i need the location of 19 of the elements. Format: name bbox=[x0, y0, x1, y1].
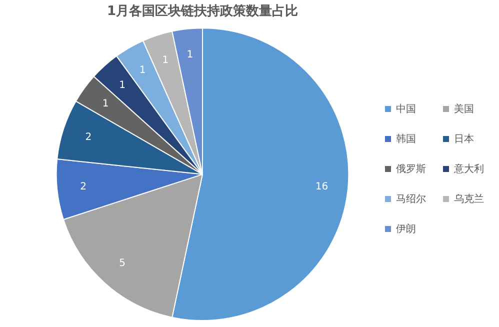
legend-label: 日本 bbox=[454, 132, 474, 146]
legend-label: 意大利 bbox=[454, 162, 484, 176]
legend-label: 乌克兰 bbox=[454, 192, 484, 206]
data-label: 16 bbox=[315, 181, 328, 192]
legend-label: 马绍尔 bbox=[396, 193, 426, 206]
legend-label: 中国 bbox=[396, 102, 416, 116]
data-label: 1 bbox=[162, 54, 169, 66]
chart-title: 1月各国区块链扶持政策数量占比 bbox=[106, 4, 298, 20]
legend-label: 伊朗 bbox=[396, 222, 416, 236]
data-label: 2 bbox=[85, 132, 92, 143]
legend-label: 韩国 bbox=[396, 132, 416, 146]
data-label: 5 bbox=[119, 258, 126, 269]
data-label: 1 bbox=[119, 80, 126, 91]
data-label: 1 bbox=[186, 50, 194, 61]
legend-label: 美国 bbox=[454, 102, 474, 116]
data-label: 2 bbox=[80, 181, 86, 192]
data-label: 1 bbox=[139, 65, 146, 76]
legend-label: 俄罗斯 bbox=[396, 162, 426, 176]
data-label: 1 bbox=[102, 98, 109, 110]
